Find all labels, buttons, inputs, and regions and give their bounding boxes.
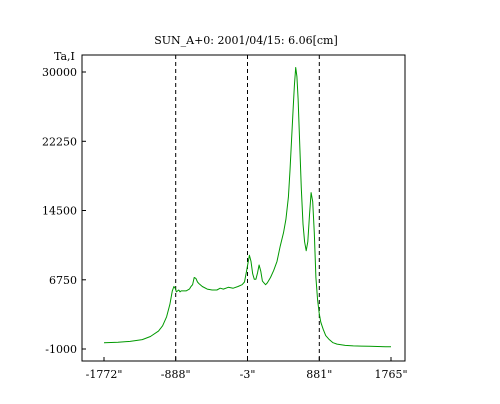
plot-frame: [81, 54, 406, 362]
y-axis-ticks: -1000 6750 14500 22250 30000: [42, 66, 86, 356]
y-tick-label: -1000: [45, 343, 77, 356]
x-tick-label: -3": [240, 368, 256, 381]
x-tick-label: -1772": [86, 368, 123, 381]
y-tick-label: 14500: [42, 205, 77, 218]
y-tick-label: 6750: [49, 274, 77, 287]
y-tick-label: 30000: [42, 66, 77, 79]
x-axis-ticks: -1772" -888" -3" 881" 1765": [86, 357, 408, 381]
series-layer: [103, 67, 392, 348]
series-line-0: [103, 67, 392, 348]
y-tick-label: 22250: [42, 135, 77, 148]
x-tick-label: -888": [161, 368, 191, 381]
y-axis-label: Ta,I: [54, 50, 75, 63]
x-tick-label: 1765": [374, 368, 407, 381]
x-tick-label: 881": [306, 368, 332, 381]
chart-title: SUN_A+0: 2001/04/15: 6.06[cm]: [154, 34, 338, 47]
